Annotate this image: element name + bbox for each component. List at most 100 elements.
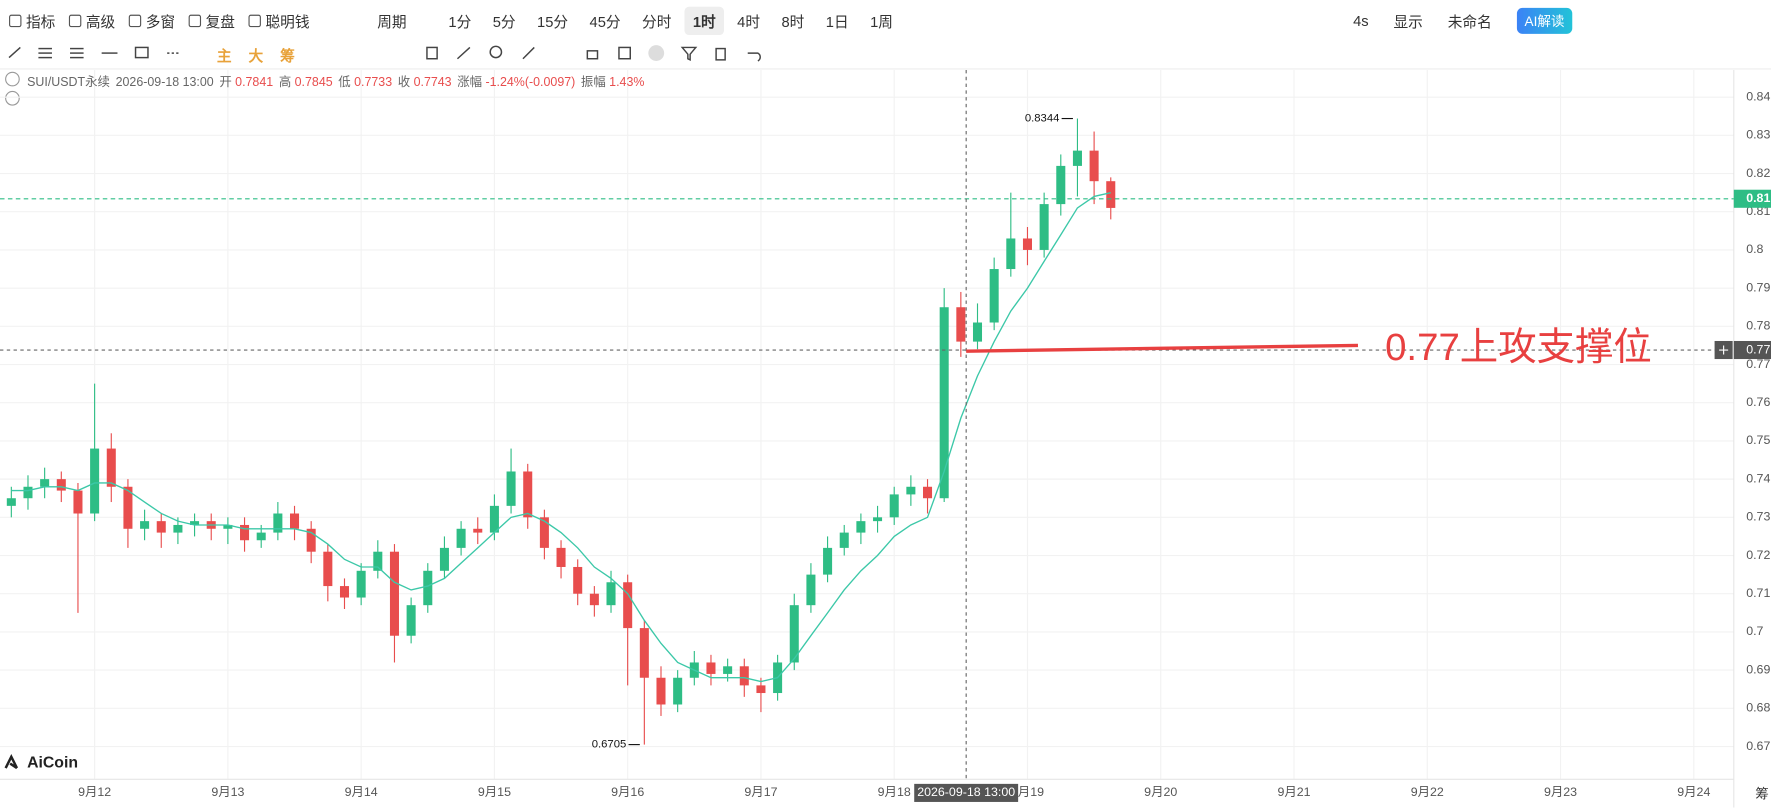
- candle-body: [456, 528, 466, 548]
- x-tick-label: 9月21: [1277, 785, 1310, 799]
- candle-body: [523, 471, 533, 518]
- field-label: 开: [219, 75, 232, 90]
- period-button[interactable]: 1周: [870, 12, 893, 30]
- last-price-label: 0.81: [1746, 191, 1770, 205]
- menu-item[interactable]: 高级: [69, 10, 115, 31]
- candle-body: [56, 479, 66, 491]
- field-label: 振幅: [580, 75, 606, 90]
- candle-body: [6, 498, 16, 506]
- menu-item[interactable]: 多窗: [129, 10, 175, 31]
- candle-body: [289, 513, 300, 529]
- period-button[interactable]: 8时: [781, 12, 805, 30]
- period-button[interactable]: 1分: [448, 12, 472, 30]
- period-button[interactable]: 1时: [684, 6, 724, 35]
- y-tick-label: 0.67: [1746, 739, 1770, 753]
- field-value: 0.7733: [354, 75, 393, 90]
- right-tools: 4s 显示 未命名 AI解读: [1353, 7, 1573, 34]
- candle-body: [256, 532, 266, 541]
- top-toolbar: 指标 高级 多窗 复盘 聪明钱 周期 1分 5分 15分 45分 分时 1时 4时 8时 1日 1周 4s…: [0, 5, 1771, 37]
- right-tool[interactable]: AI解读: [1516, 7, 1573, 34]
- x-tick-label: 9月19: [1011, 785, 1044, 799]
- candle-body: [323, 551, 333, 587]
- menu-item[interactable]: 聪明钱: [249, 10, 310, 31]
- drawing-tool[interactable]: 大: [248, 47, 264, 65]
- candle-body: [190, 521, 200, 525]
- candle-body: [956, 307, 966, 342]
- right-tool[interactable]: 未命名: [1447, 12, 1492, 30]
- candle-body: [789, 605, 799, 663]
- y-tick-label: 0.83: [1746, 128, 1770, 142]
- candle-body: [273, 513, 283, 533]
- menu-item[interactable]: 复盘: [189, 10, 235, 31]
- y-tick-label: 0.75: [1746, 433, 1770, 447]
- drawing-tool[interactable]: 主: [216, 47, 232, 65]
- low-label: 0.6705: [592, 739, 627, 751]
- period-button[interactable]: 1日: [825, 12, 849, 30]
- drawing-tool[interactable]: 筹: [280, 47, 295, 65]
- candle-body: [623, 582, 633, 629]
- candle-body: [573, 566, 583, 594]
- field-label: 涨幅: [457, 75, 483, 90]
- x-tick-label: 9月13: [211, 785, 244, 799]
- field-value: 0.7845: [294, 75, 333, 90]
- periods: 1分 5分 15分 45分 分时 1时 4时 8时 1日 1周: [441, 6, 907, 35]
- field-value: -1.24%(-0.0097): [485, 75, 576, 90]
- last-price-box: [1733, 189, 1771, 208]
- candle-body: [373, 551, 383, 571]
- field-value: 0.7841: [235, 75, 274, 90]
- menu-item[interactable]: 指标: [9, 10, 55, 31]
- toolbar-icons: [8, 45, 761, 62]
- logo: AiCoin: [27, 755, 78, 772]
- y-tick-label: 0.78: [1746, 319, 1770, 333]
- candle-body: [339, 586, 350, 598]
- candle-body: [106, 448, 116, 487]
- period-button[interactable]: 45分: [589, 12, 621, 30]
- period-label[interactable]: 周期: [377, 12, 407, 30]
- candle-body: [656, 677, 666, 705]
- candle-body: [1022, 238, 1032, 250]
- y-tick-label: 0.82: [1746, 166, 1770, 180]
- field-value: 1.43%: [609, 75, 645, 90]
- candle-body: [1089, 150, 1099, 182]
- x-tick-label: 9月14: [345, 785, 378, 799]
- support-label: 0.77上攻支撑位: [1385, 326, 1652, 369]
- candle-body: [906, 486, 916, 495]
- right-tool[interactable]: 4s: [1353, 11, 1369, 29]
- candle-body: [539, 517, 549, 548]
- candle-body: [839, 532, 849, 548]
- candle-body: [873, 517, 883, 522]
- candle-body: [972, 322, 983, 342]
- y-tick-label: 0.7: [1746, 624, 1763, 638]
- period-button[interactable]: 5分: [492, 12, 516, 30]
- logo-icon: [4, 753, 19, 770]
- y-tick-label: 0.69: [1746, 662, 1770, 676]
- x-tick-label: 9月24: [1677, 785, 1710, 799]
- crosshair-x-box: [914, 783, 1019, 802]
- y-tick-label: 0.77: [1746, 357, 1770, 371]
- candle-body: [90, 448, 100, 514]
- candle-body: [939, 307, 949, 499]
- right-tool[interactable]: 显示: [1393, 12, 1423, 30]
- period-button[interactable]: 4时: [737, 12, 761, 30]
- candle-body: [1056, 165, 1066, 205]
- candle-body: [706, 662, 716, 674]
- period-button[interactable]: 15分: [537, 12, 569, 30]
- period-button[interactable]: 分时: [642, 12, 672, 30]
- y-tick-label: 0.76: [1746, 395, 1770, 409]
- candle-body: [589, 593, 599, 606]
- candle-body: [673, 677, 683, 705]
- y-tick-label: 0.8: [1746, 242, 1763, 256]
- candle-body: [923, 486, 933, 499]
- support-line: [966, 343, 1358, 353]
- field-value: 0.7743: [413, 75, 452, 90]
- ma-line: [11, 192, 1111, 683]
- candle-body: [40, 479, 50, 487]
- edge-text: 筹: [1755, 786, 1769, 802]
- y-tick-label: 0.79: [1746, 280, 1770, 294]
- field-label: 低: [338, 75, 351, 90]
- candle-body: [356, 570, 366, 598]
- candle-body: [889, 494, 899, 518]
